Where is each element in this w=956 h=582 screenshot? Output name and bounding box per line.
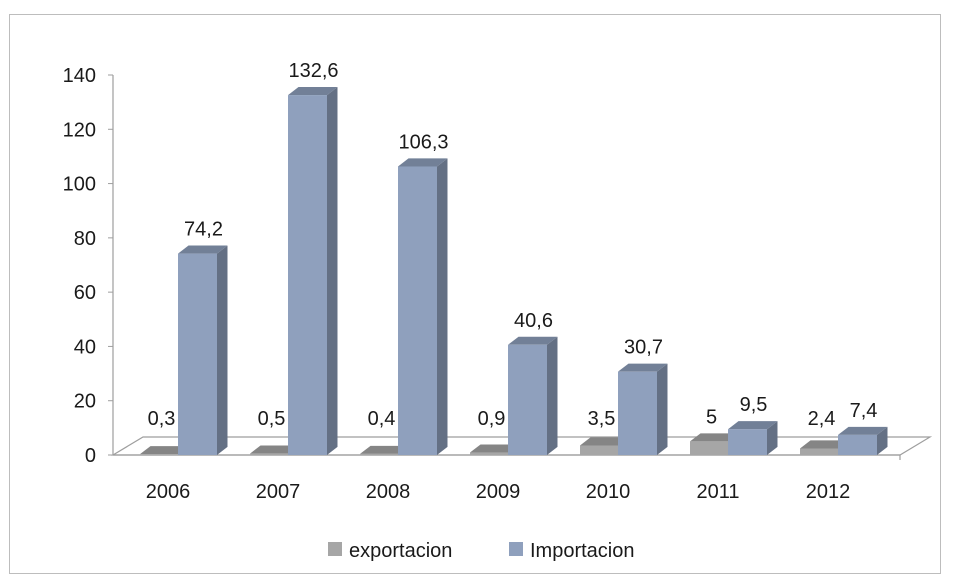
y-tick-label: 20 [74,391,96,413]
bar-exportacion-front [360,453,399,455]
data-label-exportacion: 0,3 [148,408,176,430]
data-label-exportacion: 0,9 [478,408,506,430]
legend-label: Importacion [530,540,635,562]
bar-importacion [838,426,888,455]
data-label-importacion: 74,2 [184,219,223,241]
data-label-importacion: 9,5 [740,394,768,416]
bar-importacion-front [178,253,217,455]
bar-exportacion-top [250,445,300,454]
bar-importacion [288,86,338,455]
bar-importacion-top [838,426,888,435]
bar-importacion-front [508,344,547,455]
legend-label: exportacion [349,540,452,562]
bar-importacion-side [437,158,448,455]
bar-importacion-side [767,421,778,455]
bar-importacion-top [398,158,448,167]
x-tick-label: 2007 [256,481,301,503]
data-label-exportacion: 5 [706,406,717,428]
bar-exportacion-top [690,433,740,442]
bar-exportacion-top [800,440,850,449]
data-labels: 0,3 74,2 0,5 132,6 0,4 106,3 0,9 40,6 3,5 30,7 5 9,… [148,60,878,430]
bar-exportacion-top [360,445,410,454]
bar-exportacion-top [140,446,190,455]
bar-importacion-top [178,245,228,254]
y-tick-label: 140 [63,65,96,87]
bar-importacion-front [838,434,877,455]
legend: exportacion Importacion [328,540,635,562]
bar-importacion [178,245,228,455]
bar-importacion-top [728,421,778,430]
bar-exportacion-top [470,444,520,453]
y-axis: 0 20 40 60 80 100 120 140 [63,65,114,467]
y-tick-label: 40 [74,336,96,358]
x-axis: 2006 2007 2008 2009 2010 2011 2012 [146,481,851,503]
bar-importacion-side [547,336,558,455]
bar-exportacion-front [470,452,509,455]
y-tick-label: 120 [63,119,96,141]
x-tick-label: 2011 [696,481,739,503]
bar-importacion-side [327,86,338,455]
legend-swatch [328,542,342,556]
bar-importacion-front [618,371,657,455]
data-label-importacion: 40,6 [514,310,553,332]
legend-swatch [509,542,523,556]
bar-importacion-side [217,245,228,455]
bar-importacion [618,363,668,455]
bar-exportacion-front [800,448,839,455]
bar-exportacion-front [140,454,179,455]
bar-importacion-top [288,86,338,96]
data-label-importacion: 7,4 [850,400,878,422]
bar-importacion-front [728,429,767,455]
data-label-importacion: 30,7 [624,337,663,359]
x-tick-label: 2008 [366,481,411,503]
bar-importacion [728,421,778,455]
bar-exportacion-front [690,441,729,455]
y-tick-label: 100 [63,174,96,196]
bar-importacion [508,336,558,455]
bar-importacion [398,158,448,455]
bar-importacion-front [398,166,437,455]
bar-importacion-side [877,426,888,455]
bar-importacion-top [618,363,668,372]
chart-frame [9,14,941,574]
data-label-exportacion: 2,4 [808,408,836,430]
data-label-exportacion: 0,5 [258,408,286,430]
data-label-exportacion: 3,5 [588,408,616,430]
data-label-importacion: 132,6 [288,60,338,82]
bar-exportacion-front [580,445,619,455]
bar-importacion-front [288,95,327,455]
y-tick-label: 0 [85,445,96,467]
bar-exportacion-top [580,437,630,446]
y-tick-label: 60 [74,282,96,304]
data-label-importacion: 106,3 [398,131,448,153]
bars [140,86,888,455]
x-tick-label: 2010 [586,481,631,503]
bar-importacion-side [657,363,668,455]
x-tick-label: 2009 [476,481,521,503]
bar-importacion-top [508,336,558,345]
x-tick-label: 2006 [146,481,191,503]
x-tick-label: 2012 [806,481,851,503]
data-label-exportacion: 0,4 [368,408,396,430]
bar-exportacion-front [250,453,289,455]
y-tick-label: 80 [74,228,96,250]
